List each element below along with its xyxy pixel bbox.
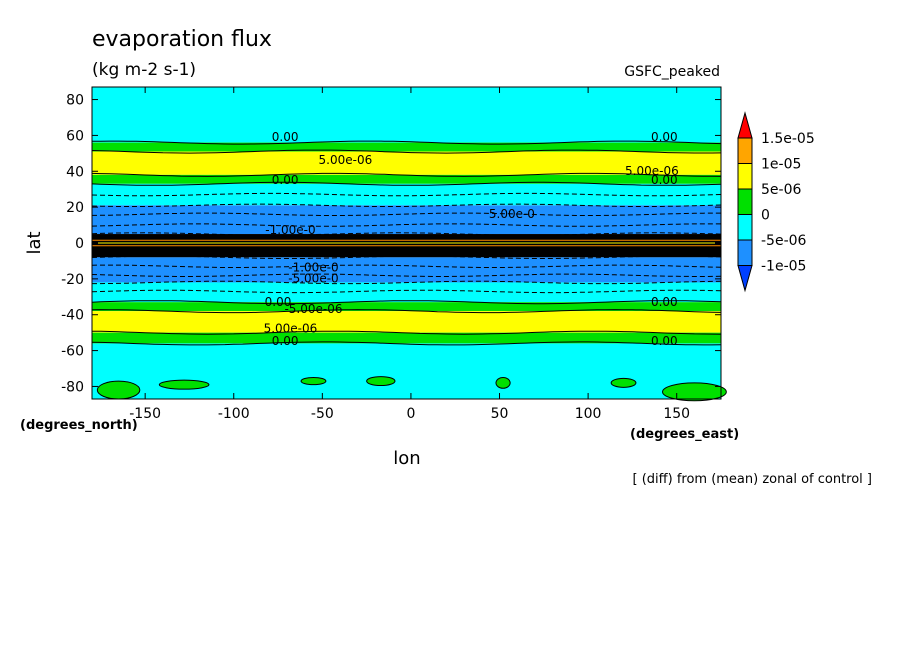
chart-units: (kg m-2 s-1) [92, 60, 196, 80]
colorbar-label-2: 5e-06 [761, 182, 801, 198]
contour-label-2: 5.00e-06 [319, 153, 373, 167]
contour-label-3: 5.00e-06 [625, 164, 679, 178]
south-blob-1 [158, 379, 210, 390]
contour-lines [91, 140, 722, 346]
contour-label-0: 0.00 [272, 130, 299, 144]
x-units-label: (degrees_east) [630, 427, 739, 442]
band-8 [92, 282, 721, 303]
x-tick-label-4: 50 [491, 406, 509, 422]
colorbar-segment-5 [737, 239, 753, 266]
y-tick-label-6: -40 [61, 308, 84, 324]
contour-dashed-4 [91, 232, 722, 236]
x-axis: -150 -100 -50 0 50 100 150 [129, 87, 690, 422]
contour-dashed-9 [91, 289, 722, 294]
contour-dashed-1 [91, 203, 722, 207]
contour-label-5: 0.00 [272, 173, 299, 187]
contour-solid-2 [91, 172, 722, 177]
plot-area [92, 87, 727, 402]
colorbar-label-0: 1.5e-05 [761, 131, 815, 147]
contour-dashed-7 [91, 273, 722, 277]
contour-label-6: 5.00e-0 [489, 207, 535, 221]
band-12 [92, 343, 721, 399]
y-tick-label-8: -80 [61, 379, 84, 395]
south-blob-4 [495, 376, 511, 389]
band-10 [92, 311, 721, 333]
band-2 [92, 151, 721, 175]
band-4 [92, 183, 721, 206]
y-tick-label-7: -60 [61, 344, 84, 360]
contour-dashed-6 [91, 264, 722, 268]
y-tick-label-5: -20 [61, 272, 84, 288]
contour-dashed-8 [92, 280, 722, 285]
colorbar-segment-2 [737, 163, 753, 190]
contour-labels: 0.00 0.005.00e-065.00e-060.000.005.00e-0-… [264, 130, 679, 348]
contour-label-11: -5.00e-06 [284, 302, 342, 316]
contour-solid-5 [91, 309, 722, 314]
contour-label-1: 0.00 [651, 130, 678, 144]
chart-title: evaporation flux [92, 27, 272, 52]
diff-note: [ (diff) from (mean) zonal of control ] [633, 472, 872, 487]
south-blob-6 [662, 382, 727, 402]
x-tick-label-5: 100 [575, 406, 602, 422]
band-7 [92, 257, 721, 283]
contour-label-7: -1.00e-0 [265, 223, 315, 237]
colorbar: 1.5e-05 1e-05 5e-06 0 -5e-06 -1e-05 [737, 111, 815, 293]
colorbar-label-3: 0 [761, 208, 770, 224]
contour-label-10: 0.00 [265, 295, 292, 309]
y-units-label: (degrees_north) [20, 418, 138, 433]
contour-solid-4 [91, 300, 722, 305]
y-tick-label-3: 20 [66, 200, 84, 216]
contour-label-9: -5.00e-0 [288, 271, 338, 285]
band-11 [92, 332, 721, 344]
colorbar-bottom-arrow [737, 265, 753, 293]
colorbar-label-5: -1e-05 [761, 259, 806, 275]
y-axis-title: lat [24, 231, 45, 254]
x-tick-label-1: -100 [218, 406, 250, 422]
contour-dashed-0 [91, 192, 722, 197]
south-blob-5 [610, 377, 637, 388]
band-1 [92, 142, 721, 152]
south-blob-2 [300, 376, 327, 386]
y-tick-label-0: 80 [66, 93, 84, 109]
y-tick-label-2: 40 [66, 164, 84, 180]
y-tick-label-1: 60 [66, 128, 84, 144]
contour-solid-3 [91, 181, 722, 186]
model-label: GSFC_peaked [624, 64, 720, 80]
colorbar-segment-1 [737, 137, 753, 164]
x-tick-label-6: 150 [663, 406, 690, 422]
contour-dashed-3 [91, 223, 721, 227]
contour-label-14: 0.00 [272, 334, 299, 348]
colorbar-top-arrow [737, 111, 753, 139]
colorbar-label-4: -5e-06 [761, 233, 807, 249]
colorbar-label-1: 1e-05 [761, 157, 801, 173]
south-blob-0 [96, 380, 141, 400]
contour-label-4: 0.00 [651, 173, 678, 187]
contour-dashed-2 [91, 212, 721, 216]
contour-label-8: -1.00e-0 [288, 261, 338, 275]
x-tick-label-3: 0 [406, 406, 415, 422]
x-tick-label-2: -50 [311, 406, 334, 422]
south-blob-3 [366, 376, 396, 387]
x-tick-label-0: -150 [129, 406, 161, 422]
colorbar-segment-3 [737, 188, 753, 215]
x-axis-title: lon [393, 448, 420, 469]
contour-solid-7 [91, 341, 722, 346]
band-9 [92, 302, 721, 312]
contour-solid-0 [91, 140, 722, 145]
contour-label-15: 0.00 [651, 334, 678, 348]
y-tick-label-4: 0 [75, 236, 84, 252]
band-5 [92, 205, 721, 235]
contour-label-12: 0.00 [651, 295, 678, 309]
band-0 [92, 87, 721, 143]
contour-solid-6 [91, 330, 722, 335]
colorbar-segment-4 [737, 214, 753, 241]
y-axis: 80 60 40 20 0 -20 -40 -60 -80 [61, 93, 721, 395]
band-3 [92, 174, 721, 184]
contour-solid-1 [91, 149, 722, 154]
contour-dashed-5 [91, 255, 722, 259]
contour-label-13: 5.00e-06 [264, 322, 318, 336]
